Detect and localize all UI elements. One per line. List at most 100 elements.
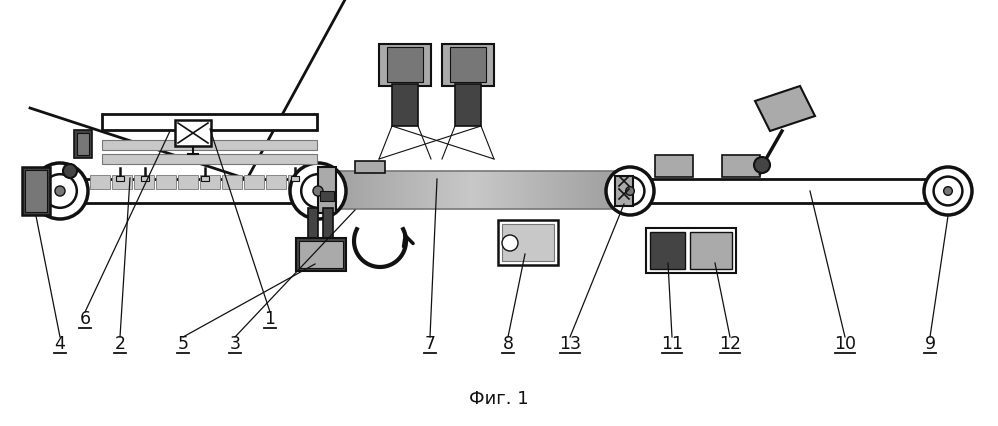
Bar: [376, 171, 377, 209]
Bar: [498, 220, 558, 265]
Bar: [540, 171, 541, 209]
Bar: [613, 171, 614, 209]
Bar: [332, 171, 333, 209]
Bar: [422, 171, 423, 209]
Bar: [646, 228, 736, 273]
Circle shape: [616, 177, 645, 205]
Bar: [507, 171, 508, 209]
Bar: [296, 238, 346, 271]
Polygon shape: [755, 86, 815, 131]
Bar: [429, 171, 430, 209]
Bar: [458, 171, 459, 209]
Bar: [451, 171, 452, 209]
Bar: [498, 171, 499, 209]
Bar: [459, 171, 460, 209]
Bar: [464, 171, 465, 209]
Bar: [418, 171, 419, 209]
Bar: [377, 171, 378, 209]
Bar: [156, 175, 176, 189]
Bar: [597, 171, 598, 209]
Bar: [423, 171, 424, 209]
Bar: [467, 171, 468, 209]
Bar: [604, 171, 605, 209]
Bar: [371, 171, 372, 209]
Bar: [345, 171, 346, 209]
Bar: [607, 171, 608, 209]
Bar: [405, 171, 406, 209]
Bar: [178, 175, 198, 189]
Bar: [446, 171, 447, 209]
Bar: [549, 171, 550, 209]
Bar: [573, 171, 574, 209]
Text: 10: 10: [834, 335, 856, 353]
Bar: [537, 171, 538, 209]
Bar: [347, 171, 348, 209]
Bar: [480, 171, 481, 209]
Bar: [526, 171, 527, 209]
Bar: [364, 171, 365, 209]
Bar: [102, 114, 317, 130]
Bar: [299, 241, 343, 268]
Bar: [533, 171, 534, 209]
Bar: [391, 171, 392, 209]
Bar: [594, 171, 595, 209]
Bar: [567, 171, 568, 209]
Bar: [400, 171, 401, 209]
Bar: [559, 171, 560, 209]
Bar: [596, 171, 597, 209]
Bar: [408, 171, 409, 209]
Bar: [438, 171, 439, 209]
Bar: [580, 171, 581, 209]
Bar: [351, 171, 352, 209]
Bar: [340, 171, 341, 209]
Bar: [406, 171, 407, 209]
Bar: [609, 171, 610, 209]
Bar: [358, 171, 359, 209]
Bar: [605, 171, 606, 209]
Bar: [419, 171, 420, 209]
Bar: [518, 171, 519, 209]
Bar: [387, 171, 388, 209]
Bar: [77, 133, 89, 155]
Bar: [362, 171, 363, 209]
Bar: [488, 171, 489, 209]
Bar: [222, 175, 242, 189]
Bar: [510, 171, 511, 209]
Circle shape: [55, 186, 65, 196]
Bar: [483, 171, 484, 209]
Bar: [571, 171, 572, 209]
Bar: [499, 171, 500, 209]
Bar: [514, 171, 515, 209]
Bar: [444, 171, 445, 209]
Bar: [367, 171, 368, 209]
Bar: [402, 171, 403, 209]
Bar: [484, 171, 485, 209]
Bar: [585, 171, 586, 209]
Bar: [479, 171, 480, 209]
Bar: [368, 171, 369, 209]
Bar: [527, 171, 528, 209]
Bar: [590, 171, 591, 209]
Bar: [600, 171, 601, 209]
Bar: [598, 171, 599, 209]
Bar: [602, 171, 603, 209]
Bar: [350, 171, 351, 209]
Bar: [334, 171, 335, 209]
Bar: [563, 171, 564, 209]
Bar: [394, 171, 395, 209]
Bar: [650, 232, 685, 269]
Bar: [441, 171, 442, 209]
Circle shape: [290, 163, 346, 219]
Bar: [575, 171, 576, 209]
Bar: [341, 171, 342, 209]
Text: 5: 5: [178, 335, 189, 353]
Bar: [500, 171, 501, 209]
Text: 3: 3: [230, 335, 241, 353]
Bar: [495, 171, 496, 209]
Bar: [470, 171, 471, 209]
Bar: [541, 171, 542, 209]
Bar: [420, 171, 421, 209]
Bar: [323, 208, 333, 238]
Text: 1: 1: [264, 310, 275, 328]
Bar: [516, 171, 517, 209]
